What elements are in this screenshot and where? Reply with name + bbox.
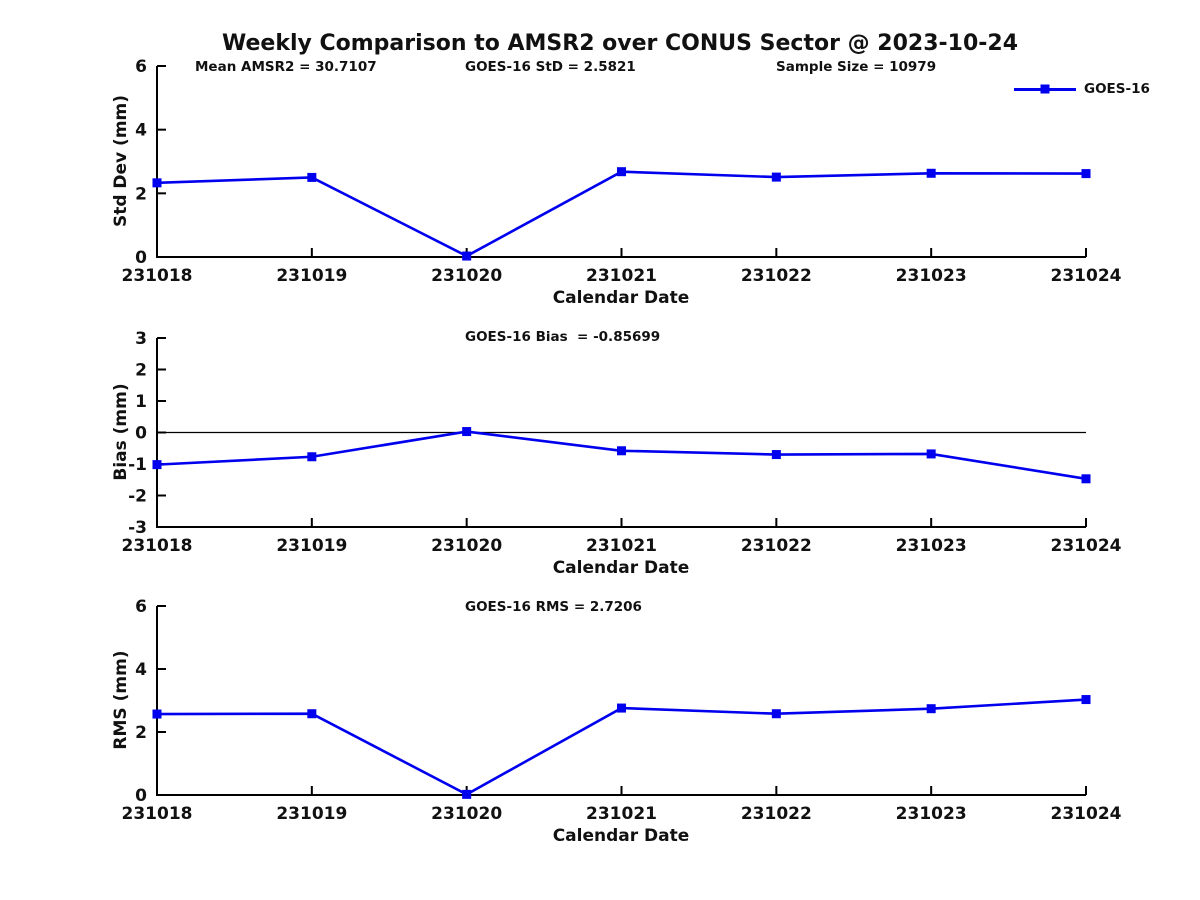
svg-text:231024: 231024 [1051,804,1122,824]
series-markers-goes-16 [152,167,1091,261]
svg-text:231020: 231020 [431,266,502,286]
svg-text:231022: 231022 [741,536,812,556]
svg-text:-3: -3 [128,518,147,538]
svg-text:2: 2 [135,361,147,381]
svg-text:2: 2 [135,184,147,204]
svg-text:1: 1 [135,392,147,412]
y-ticks: 0 2 4 6 [135,57,166,268]
svg-text:231018: 231018 [122,266,193,286]
svg-text:0: 0 [135,424,147,444]
stat-goes16-bias: GOES-16 Bias = -0.85699 [465,329,661,345]
xaxis-label-rms: Calendar Date [552,826,690,846]
yaxis-label-stddev: Std Dev (mm) [111,94,131,228]
svg-text:231021: 231021 [586,804,657,824]
svg-text:231023: 231023 [896,266,967,286]
xaxis-label-bias: Calendar Date [552,558,690,578]
svg-text:2: 2 [135,723,147,743]
svg-text:231022: 231022 [741,804,812,824]
svg-text:231023: 231023 [896,804,967,824]
stat-goes16-rms: GOES-16 RMS = 2.7206 [465,599,642,615]
svg-text:231024: 231024 [1051,266,1122,286]
svg-text:231018: 231018 [122,804,193,824]
series-line-goes-16 [156,698,1087,796]
svg-text:231019: 231019 [276,804,347,824]
axis-lines [156,66,1086,258]
svg-text:6: 6 [135,57,147,77]
svg-text:0: 0 [135,786,147,806]
legend: GOES-16 [1014,81,1150,97]
svg-text:3: 3 [135,329,147,349]
svg-text:231019: 231019 [276,266,347,286]
stat-mean-amsr2: Mean AMSR2 = 30.7107 [195,59,377,75]
svg-text:231019: 231019 [276,536,347,556]
std-dev-plot: 0 2 4 6 231018 231019 231020 231021 231022 231023… [122,57,1122,286]
svg-text:231020: 231020 [431,804,502,824]
legend-square-marker-icon [1040,84,1050,94]
xaxis-label-stddev: Calendar Date [552,288,690,308]
x-ticks: 231018 231019 231020 231021 231022 231023 2310… [122,786,1122,824]
yaxis-label-bias: Bias (mm) [111,383,131,481]
rms-plot: 0 2 4 6 231018 231019 231020 231021 231022 231023… [122,597,1122,824]
series-line-goes-16 [156,170,1087,258]
svg-text:4: 4 [135,121,147,141]
svg-text:6: 6 [135,597,147,617]
x-ticks: 231018 231019 231020 231021 231022 231023 2310… [122,518,1122,556]
svg-text:0: 0 [135,248,147,268]
bias-plot: -3 -2 -1 0 1 2 3 231018 231019 231020 231021 231022… [122,329,1122,556]
legend-series-label: GOES-16 [1084,81,1150,97]
svg-text:231023: 231023 [896,536,967,556]
series-markers-goes-16 [152,427,1091,484]
svg-text:231021: 231021 [586,536,657,556]
y-ticks: 0 2 4 6 [135,597,166,806]
svg-text:231022: 231022 [741,266,812,286]
svg-text:231021: 231021 [586,266,657,286]
stat-sample-size: Sample Size = 10979 [776,59,937,75]
legend-line-sample [1014,84,1076,94]
svg-text:4: 4 [135,660,147,680]
svg-text:231020: 231020 [431,536,502,556]
svg-text:-2: -2 [128,487,147,507]
svg-text:231024: 231024 [1051,536,1122,556]
axis-lines [156,606,1086,796]
svg-text:-1: -1 [128,455,147,475]
stat-goes16-std: GOES-16 StD = 2.5821 [465,59,636,75]
yaxis-label-rms: RMS (mm) [111,650,131,750]
x-ticks: 231018 231019 231020 231021 231022 231023 2310… [122,248,1122,286]
y-ticks: -3 -2 -1 0 1 2 3 [128,329,166,538]
series-markers-goes-16 [152,695,1091,799]
chart-title: Weekly Comparison to AMSR2 over CONUS Se… [222,31,1018,56]
svg-text:231018: 231018 [122,536,193,556]
